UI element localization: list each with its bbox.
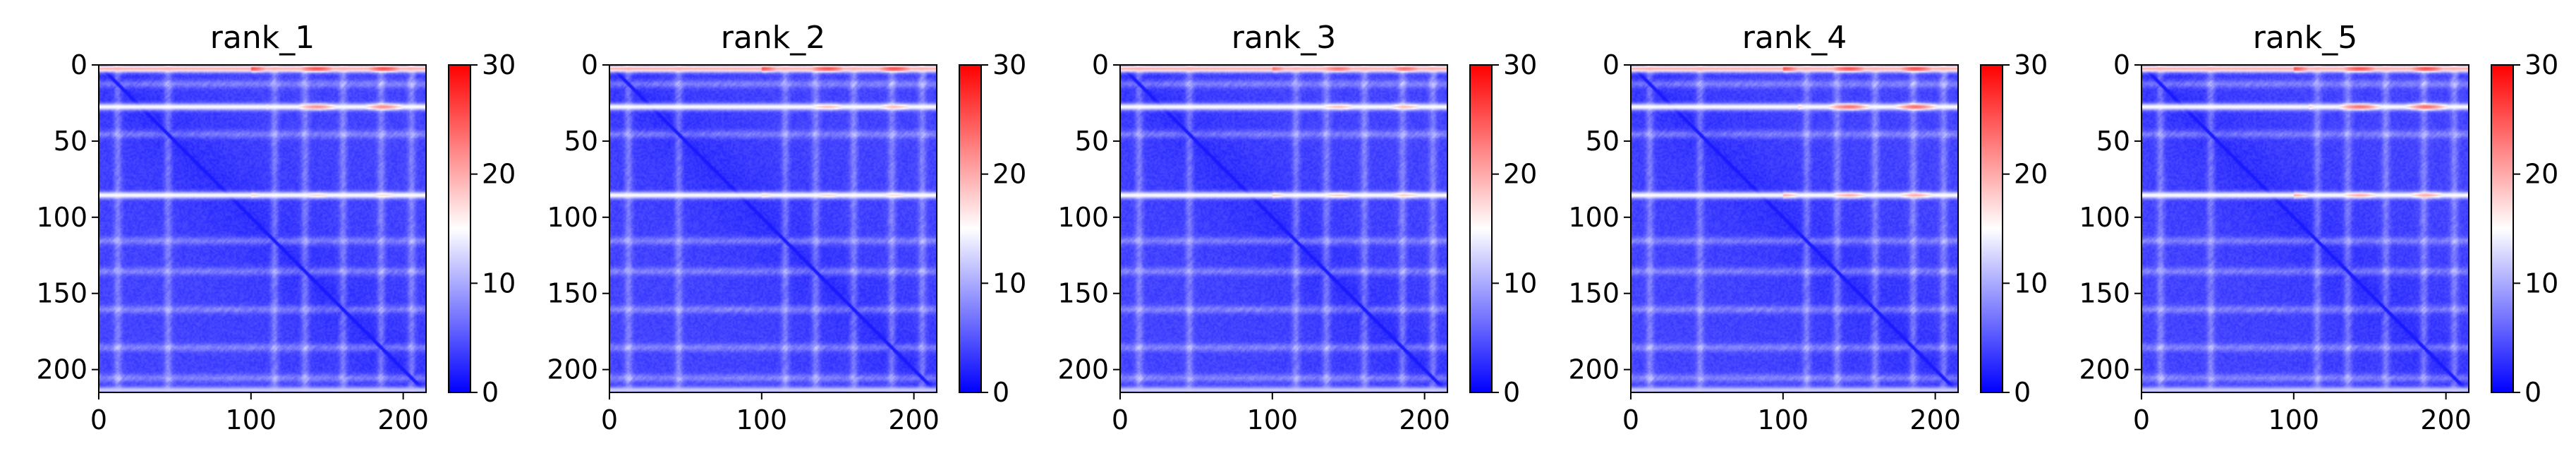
y-tick-label: 100 xyxy=(1568,202,1620,233)
panel-title: rank_3 xyxy=(1232,20,1336,56)
colorbar xyxy=(1469,64,1493,393)
heatmap-image xyxy=(1631,65,1958,392)
colorbar-tick-label: 0 xyxy=(1503,377,1520,408)
y-tick-label: 50 xyxy=(54,126,87,157)
x-tick-label: 0 xyxy=(2133,404,2150,435)
x-tick-label: 100 xyxy=(736,404,788,435)
panel-title: rank_4 xyxy=(1742,20,1847,56)
y-tick-label: 150 xyxy=(547,278,598,309)
x-tick-label: 100 xyxy=(1247,404,1299,435)
colorbar-tick-label: 10 xyxy=(1503,267,1537,299)
y-tick-label: 0 xyxy=(581,49,598,80)
colorbar-tick-label: 20 xyxy=(1503,159,1537,190)
x-tick-label: 200 xyxy=(2420,404,2472,435)
y-tick-label: 50 xyxy=(1075,126,1109,157)
y-tick-label: 200 xyxy=(2079,354,2130,385)
y-tick-label: 200 xyxy=(547,354,598,385)
colorbar-tick-label: 30 xyxy=(2014,49,2048,80)
y-tick-label: 100 xyxy=(1057,202,1109,233)
x-tick-label: 0 xyxy=(90,404,107,435)
y-tick-label: 150 xyxy=(1568,278,1620,309)
colorbar-tick-label: 30 xyxy=(2525,49,2558,80)
colorbar-tick-label: 10 xyxy=(2525,267,2558,299)
x-tick-label: 200 xyxy=(1909,404,1961,435)
colorbar-tick-label: 0 xyxy=(992,377,1009,408)
panel-title: rank_1 xyxy=(210,20,315,56)
x-tick-label: 100 xyxy=(1758,404,1809,435)
heatmap-image xyxy=(2141,65,2469,392)
y-tick-label: 50 xyxy=(1586,126,1620,157)
y-tick-label: 0 xyxy=(1603,49,1620,80)
panel-title: rank_2 xyxy=(721,20,825,56)
colorbar-tick-label: 30 xyxy=(482,49,516,80)
colorbar-tick-label: 20 xyxy=(992,159,1026,190)
y-tick-label: 50 xyxy=(564,126,598,157)
heatmap-image xyxy=(609,65,937,392)
y-tick-label: 0 xyxy=(71,49,87,80)
colorbar-tick-label: 30 xyxy=(992,49,1026,80)
y-tick-label: 0 xyxy=(2113,49,2130,80)
heatmap-frame xyxy=(2141,64,2469,393)
y-tick-label: 150 xyxy=(2079,278,2130,309)
heatmap-image xyxy=(1120,65,1447,392)
colorbar xyxy=(959,64,982,393)
colorbar-tick-label: 10 xyxy=(992,267,1026,299)
y-tick-label: 100 xyxy=(547,202,598,233)
colorbar-tick-label: 10 xyxy=(2014,267,2048,299)
x-tick-label: 200 xyxy=(1399,404,1450,435)
y-tick-label: 50 xyxy=(2096,126,2130,157)
heatmap-image xyxy=(99,65,426,392)
colorbar xyxy=(1980,64,2003,393)
colorbar xyxy=(448,64,471,393)
x-tick-label: 100 xyxy=(2268,404,2320,435)
x-tick-label: 0 xyxy=(1112,404,1129,435)
x-tick-label: 200 xyxy=(888,404,940,435)
y-tick-label: 150 xyxy=(36,278,87,309)
colorbar xyxy=(2491,64,2514,393)
heatmap-frame xyxy=(1630,64,1959,393)
heatmap-frame xyxy=(609,64,937,393)
heatmap-frame xyxy=(98,64,427,393)
y-tick-label: 100 xyxy=(36,202,87,233)
x-tick-label: 0 xyxy=(1622,404,1639,435)
colorbar-tick-label: 30 xyxy=(1503,49,1537,80)
colorbar-tick-label: 20 xyxy=(2014,159,2048,190)
colorbar-tick-label: 10 xyxy=(482,267,516,299)
x-tick-label: 100 xyxy=(226,404,277,435)
x-tick-label: 200 xyxy=(377,404,429,435)
heatmap-frame xyxy=(1119,64,1448,393)
colorbar-tick-label: 20 xyxy=(482,159,516,190)
colorbar-tick-label: 0 xyxy=(2525,377,2541,408)
panel-title: rank_5 xyxy=(2253,20,2357,56)
y-tick-label: 200 xyxy=(36,354,87,385)
colorbar-tick-label: 20 xyxy=(2525,159,2558,190)
y-tick-label: 0 xyxy=(1092,49,1109,80)
colorbar-tick-label: 0 xyxy=(482,377,499,408)
y-tick-label: 200 xyxy=(1568,354,1620,385)
colorbar-tick-label: 0 xyxy=(2014,377,2031,408)
y-tick-label: 100 xyxy=(2079,202,2130,233)
y-tick-label: 150 xyxy=(1057,278,1109,309)
y-tick-label: 200 xyxy=(1057,354,1109,385)
x-tick-label: 0 xyxy=(601,404,618,435)
